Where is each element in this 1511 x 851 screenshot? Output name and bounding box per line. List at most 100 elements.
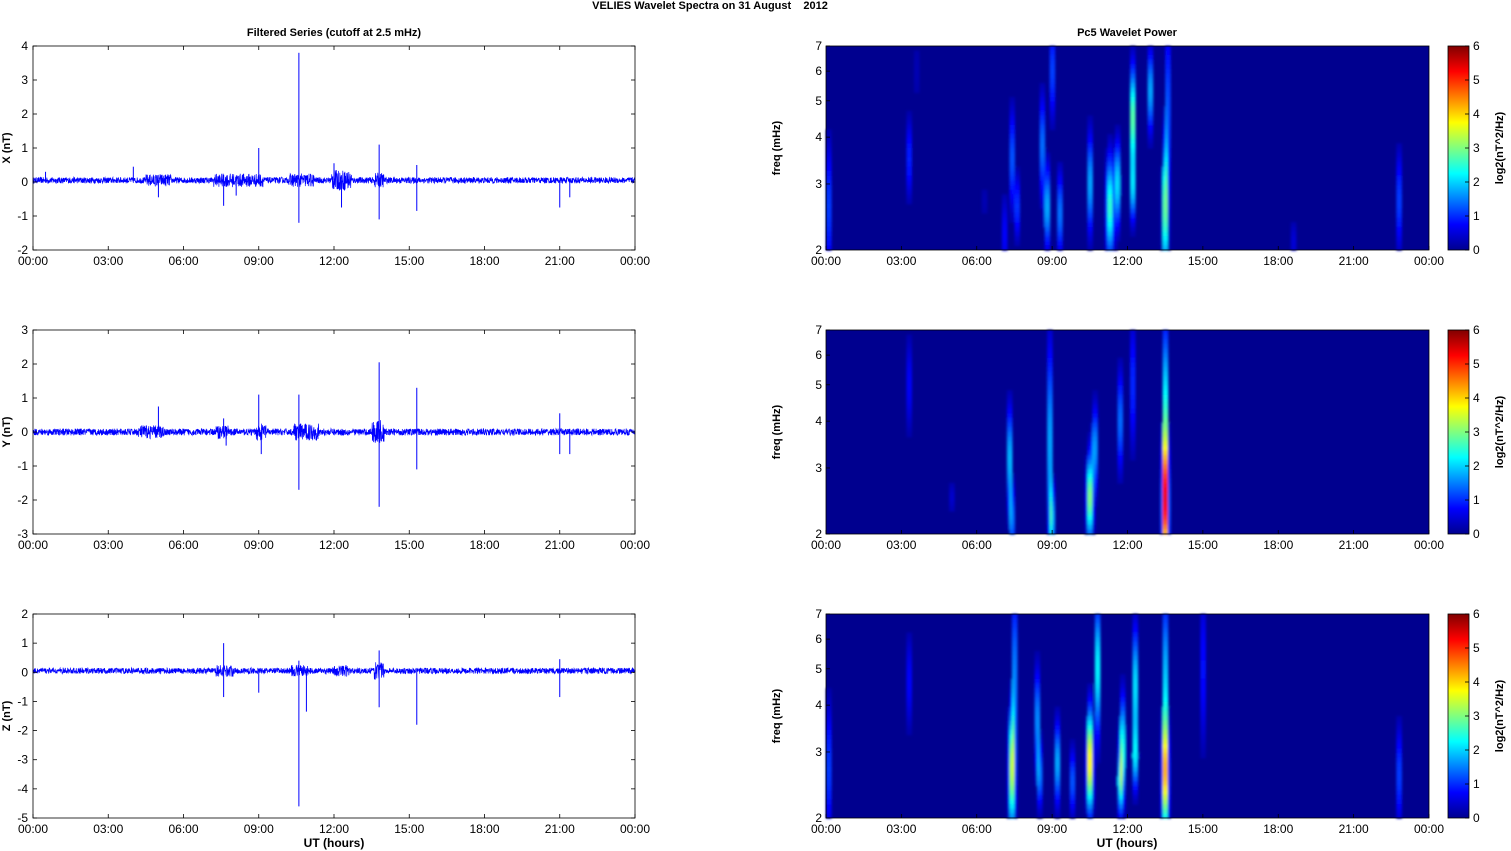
power-cell (1089, 212, 1093, 219)
power-cell (1202, 725, 1206, 731)
power-cell (1162, 185, 1166, 191)
power-cell (1162, 510, 1166, 517)
power-cell (1200, 637, 1204, 643)
power-cell (1094, 725, 1098, 731)
power-cell (1094, 618, 1098, 624)
power-cell (1160, 226, 1164, 233)
power-cell (1097, 725, 1101, 731)
y-tick-label: 7 (815, 39, 822, 53)
power-cell (1006, 394, 1011, 401)
power-cell (1150, 78, 1154, 84)
power-cell (1052, 73, 1056, 80)
power-cell (826, 208, 830, 214)
power-cell (1135, 702, 1139, 708)
power-cell (1162, 134, 1166, 140)
power-cell (1089, 762, 1093, 768)
y-tick-label: 5 (815, 378, 822, 392)
power-cell (1069, 739, 1073, 745)
x-tick-label: 18:00 (469, 254, 499, 268)
power-cell (1119, 413, 1124, 419)
power-cell (1092, 427, 1096, 433)
power-cell (1052, 506, 1056, 512)
power-cell (1135, 785, 1139, 791)
power-cell (1092, 487, 1096, 493)
power-cell (1054, 808, 1058, 814)
power-cell (1122, 771, 1126, 777)
power-cell (1147, 134, 1151, 140)
power-cell (828, 134, 832, 140)
power-cell (1049, 353, 1053, 359)
power-cell (1112, 240, 1116, 246)
power-cell (1165, 436, 1169, 442)
power-cell (1200, 688, 1204, 694)
power-cell (1202, 706, 1206, 712)
power-cell (826, 757, 830, 763)
power-cell (1202, 683, 1206, 689)
power-cell (1052, 496, 1056, 503)
power-cell (1089, 208, 1093, 214)
power-cell (1398, 222, 1402, 228)
power-cell (1054, 762, 1058, 768)
power-cell (1014, 194, 1018, 200)
power-cell (1112, 171, 1116, 177)
power-cell (1052, 115, 1056, 121)
power-cell (1398, 217, 1402, 223)
power-cell (1160, 729, 1164, 736)
power-cell (1132, 83, 1136, 89)
power-cell (1014, 725, 1018, 731)
power-cell (1084, 753, 1088, 759)
power-cell (1009, 743, 1013, 750)
power-cell (1057, 785, 1061, 791)
power-cell (1162, 614, 1166, 620)
power-cell (1087, 240, 1091, 246)
power-cell (826, 161, 830, 168)
power-cell (1165, 138, 1169, 144)
x-tick-label: 21:00 (1339, 822, 1369, 836)
power-cell (1117, 813, 1121, 819)
power-cell (1001, 199, 1005, 205)
power-cell (828, 166, 832, 172)
power-cell (1119, 473, 1124, 479)
power-cell (906, 381, 910, 387)
power-cell (1044, 157, 1048, 163)
power-cell (1165, 748, 1169, 754)
power-cell (1014, 785, 1018, 791)
power-cell (1014, 702, 1018, 708)
power-cell (1092, 757, 1096, 763)
power-cell (1052, 46, 1056, 52)
power-cell (1132, 161, 1136, 168)
power-cell (1167, 208, 1171, 214)
power-cell (1396, 203, 1400, 209)
power-cell (1160, 185, 1164, 191)
power-cell (1047, 432, 1051, 438)
power-cell (1117, 790, 1121, 796)
power-cell (1009, 148, 1013, 154)
power-cell (1044, 222, 1048, 228)
power-cell (908, 404, 913, 410)
power-cell (1009, 771, 1013, 777)
power-cell (1014, 767, 1018, 773)
power-cell (1202, 702, 1206, 708)
x-tick-label: 00:00 (620, 254, 650, 268)
power-cell (1049, 450, 1053, 456)
power-cell (1089, 129, 1093, 135)
power-cell (1016, 171, 1021, 177)
power-cell (1072, 794, 1076, 801)
power-cell (1160, 441, 1164, 447)
power-cell (1132, 614, 1136, 620)
power-cell (1059, 175, 1063, 182)
power-cell (1104, 226, 1108, 233)
power-cell (1132, 78, 1136, 84)
power-cell (1132, 432, 1136, 438)
power-cell (1057, 743, 1061, 750)
power-cell (1047, 185, 1051, 191)
power-cell (1009, 501, 1013, 507)
power-cell (1069, 808, 1073, 814)
colorbar-tick-label: 5 (1473, 641, 1480, 655)
power-cell (1114, 222, 1119, 228)
power-cell (1104, 222, 1108, 228)
power-cell (1047, 520, 1051, 526)
power-cell (1057, 208, 1061, 214)
power-cell (1202, 623, 1206, 629)
power-cell (1011, 665, 1016, 671)
